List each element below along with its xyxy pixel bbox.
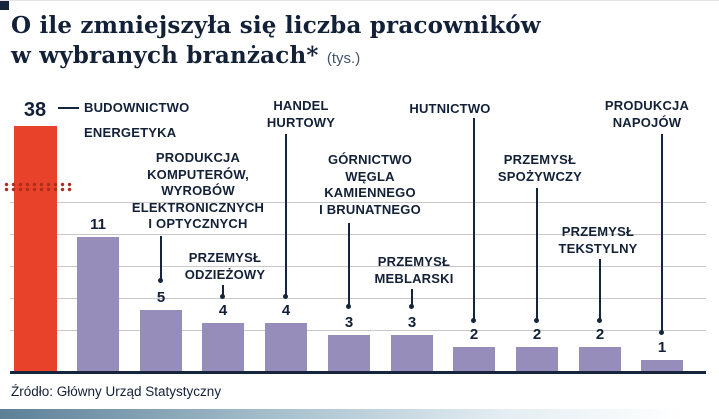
bar-energetyka [77, 237, 119, 372]
bottom-gradient-strip [0, 409, 719, 419]
bar-value: 4 [281, 302, 291, 319]
leader-dot [220, 294, 225, 299]
bar-value: 11 [90, 216, 106, 233]
leader-dot [158, 278, 163, 283]
bar-przemysl-tekstylny [579, 347, 621, 372]
leader-line [348, 223, 350, 306]
category-label-przemysl-tekstylny: PRZEMYSŁ TEKSTYLNY [558, 224, 638, 256]
leader-line [411, 289, 413, 306]
category-label-hutnictwo: HUTNICTWO [409, 101, 491, 116]
bar-value: 2 [469, 326, 479, 343]
category-label-przemysl-odziezowy: PRZEMYSŁ ODZIEŻOWY [184, 250, 266, 282]
bar-gornictwo-wegla [328, 335, 370, 372]
gridline [10, 266, 706, 267]
bar-budownictwo [14, 126, 57, 372]
title-line-2: w wybranych branżach* [11, 42, 319, 69]
category-label-gornictwo-wegla: GÓRNICTWO WĘGLA KAMIENNEGO I BRUNATNEGO [319, 152, 421, 217]
leader-line [222, 285, 224, 296]
bar-produkcja-napojow [641, 360, 683, 372]
leader-dot [534, 318, 539, 323]
bar-value: 38 [23, 99, 47, 121]
gridline [10, 298, 706, 299]
leader-line [599, 259, 601, 320]
leader-line [58, 107, 79, 109]
leader-line [285, 134, 287, 296]
leader-line [661, 134, 663, 332]
leader-dot [283, 294, 288, 299]
leader-line [473, 118, 475, 320]
leader-dot [471, 318, 476, 323]
bar-value: 1 [657, 339, 667, 356]
axis-break-dotted-line [3, 182, 72, 192]
leader-line [160, 236, 162, 280]
title-line-1: O ile zmniejszyła się liczba pracowników [11, 12, 541, 39]
bar-value: 4 [218, 302, 228, 319]
leader-dot [659, 330, 664, 335]
gridline [10, 234, 706, 235]
category-label-produkcja-napojow: PRODUKCJA NAPOJÓW [604, 98, 690, 130]
category-label-przemysl-meblarski: PRZEMYSŁ MEBLARSKI [374, 254, 454, 286]
leader-line [536, 188, 538, 320]
bar-przemysl-spozywczy [516, 347, 558, 372]
category-label-budownictwo: BUDOWNICTWO [84, 100, 190, 115]
bar-handel-hurtowy [265, 323, 307, 372]
source-note: Źródło: Główny Urząd Statystyczny [11, 384, 222, 399]
gridline [10, 330, 706, 331]
x-axis-baseline [10, 371, 706, 374]
chart-title: O ile zmniejszyła się liczba pracowników… [11, 11, 541, 74]
bar-hutnictwo [453, 347, 495, 372]
leader-dot [409, 304, 414, 309]
bar-value: 2 [595, 326, 605, 343]
gridline [10, 202, 706, 203]
bar-przemysl-meblarski [391, 335, 433, 372]
bar-value: 5 [156, 289, 166, 306]
unit-note: (tys.) [326, 50, 361, 67]
leader-dot [597, 318, 602, 323]
bar-przemysl-odziezowy [202, 323, 244, 372]
bar-produkcja-komputerow [140, 310, 182, 372]
category-label-energetyka: ENERGETYKA [84, 125, 177, 140]
leader-dot [346, 304, 351, 309]
bar-value: 3 [407, 314, 417, 331]
bar-value: 2 [532, 326, 542, 343]
category-label-przemysl-spozywczy: PRZEMYSŁ SPOŻYWCZY [497, 152, 583, 184]
corner-mark [0, 1, 9, 10]
bar-value: 3 [344, 314, 354, 331]
category-label-produkcja-komputerow: PRODUKCJA KOMPUTERÓW, WYROBÓW ELEKTRONIC… [131, 150, 265, 231]
category-label-handel-hurtowy: HANDEL HURTOWY [266, 98, 336, 130]
